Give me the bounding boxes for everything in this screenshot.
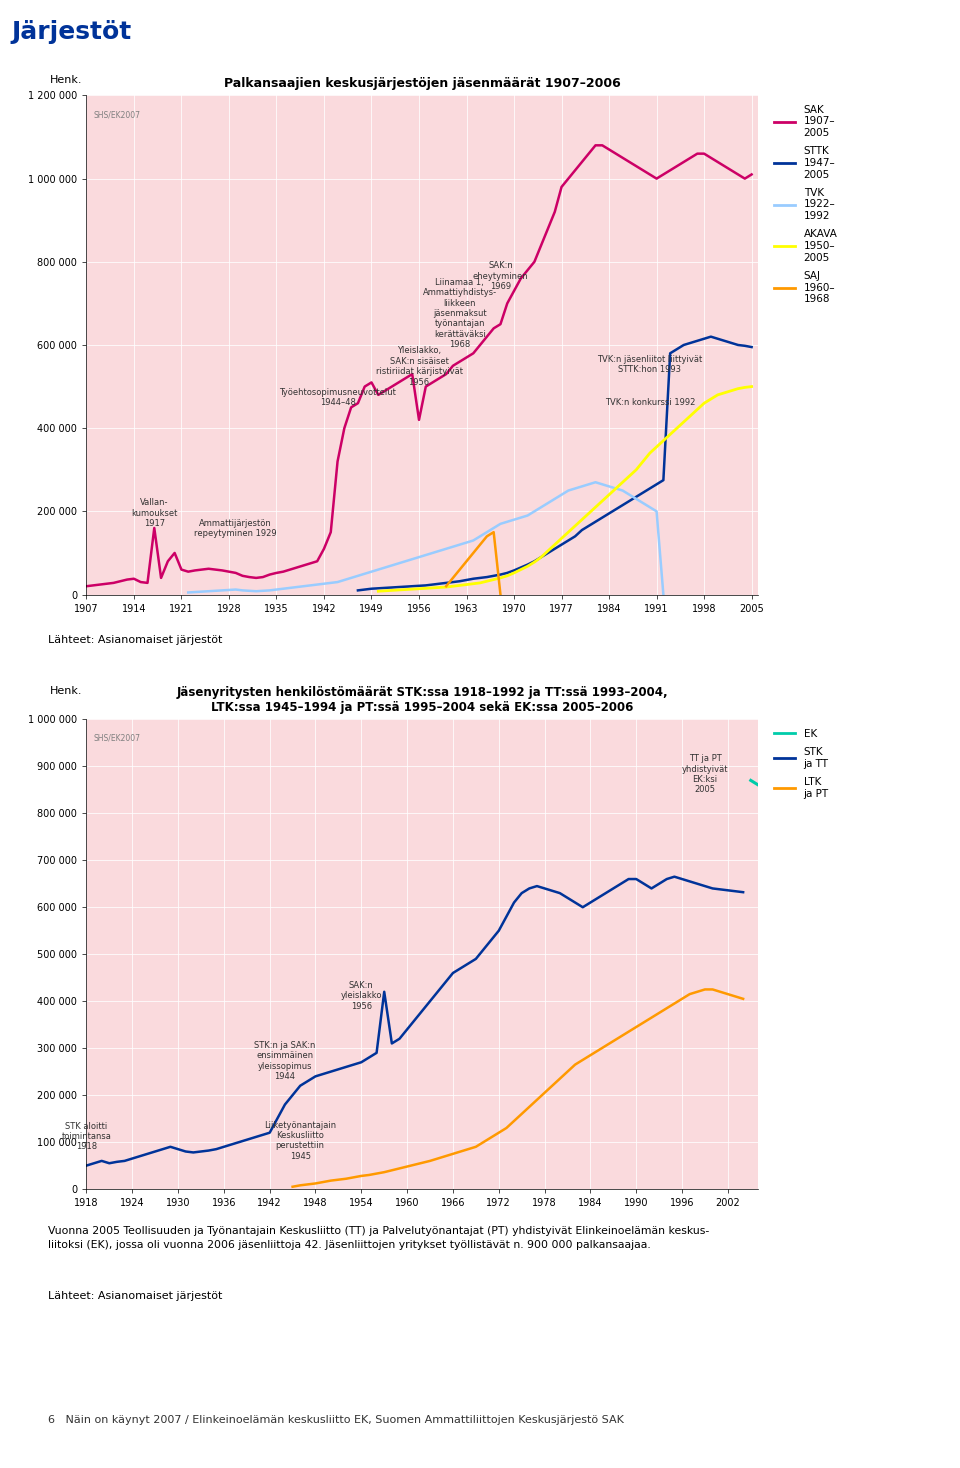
Text: Liiketyönantajain
Keskusliitto
perustettiin
1945: Liiketyönantajain Keskusliitto perustett… bbox=[264, 1120, 336, 1161]
Text: Lähteet: Asianomaiset järjestöt: Lähteet: Asianomaiset järjestöt bbox=[48, 1292, 223, 1301]
Text: Ammattijärjestön
repeytyminen 1929: Ammattijärjestön repeytyminen 1929 bbox=[195, 520, 277, 539]
Text: Työehtosopimusneuvottelut
1944–48: Työehtosopimusneuvottelut 1944–48 bbox=[279, 388, 396, 407]
Text: Henk.: Henk. bbox=[49, 686, 82, 696]
Text: Liinamaa 1,
Ammattiyhdistys-
liikkeen
jäsenmaksut
työnantajan
kerättäväksi
1968: Liinamaa 1, Ammattiyhdistys- liikkeen jä… bbox=[422, 277, 496, 349]
Legend: EK, STK
ja TT, LTK
ja PT: EK, STK ja TT, LTK ja PT bbox=[770, 725, 833, 803]
Text: Yleislakko,
SAK:n sisäiset
ristiriidat kärjistyivät
1956: Yleislakko, SAK:n sisäiset ristiriidat k… bbox=[375, 346, 463, 386]
Title: Palkansaajien keskusjärjestöjen jäsenmäärät 1907–2006: Palkansaajien keskusjärjestöjen jäsenmää… bbox=[224, 78, 621, 90]
Text: Vuonna 2005 Teollisuuden ja Työnantajain Keskusliitto (TT) ja Palvelutyönantajat: Vuonna 2005 Teollisuuden ja Työnantajain… bbox=[48, 1226, 709, 1249]
Text: TT ja PT
yhdistyivät
EK:ksi
2005: TT ja PT yhdistyivät EK:ksi 2005 bbox=[682, 755, 729, 794]
Text: TVK:n jäsenliitot liittyivät
STTK:hon 1993: TVK:n jäsenliitot liittyivät STTK:hon 19… bbox=[597, 355, 703, 374]
Text: SAK:n
yleislakko
1956: SAK:n yleislakko 1956 bbox=[341, 981, 382, 1010]
Text: SHS/EK2007: SHS/EK2007 bbox=[93, 734, 140, 743]
Text: TVK:n konkurssi 1992: TVK:n konkurssi 1992 bbox=[605, 398, 695, 407]
Text: Järjestöt: Järjestöt bbox=[12, 19, 132, 44]
Text: STK aloitti
toimintansa
1918: STK aloitti toimintansa 1918 bbox=[61, 1122, 111, 1151]
Title: Jäsenyritysten henkilöstömäärät STK:ssa 1918–1992 ja TT:ssä 1993–2004,
LTK:ssa 1: Jäsenyritysten henkilöstömäärät STK:ssa … bbox=[177, 686, 668, 713]
Text: STK:n ja SAK:n
ensimmäinen
yleissopimus
1944: STK:n ja SAK:n ensimmäinen yleissopimus … bbox=[254, 1041, 316, 1080]
Text: SAK:n
eheytyminen
1969: SAK:n eheytyminen 1969 bbox=[472, 261, 528, 291]
Text: Vallan-
kumoukset
1917: Vallan- kumoukset 1917 bbox=[132, 498, 178, 528]
Text: Henk.: Henk. bbox=[49, 75, 82, 85]
Text: SHS/EK2007: SHS/EK2007 bbox=[93, 110, 140, 119]
Text: 6   Näin on käynyt 2007 / Elinkeinoelämän keskusliitto EK, Suomen Ammattiliittoj: 6 Näin on käynyt 2007 / Elinkeinoelämän … bbox=[48, 1415, 624, 1425]
Text: Lähteet: Asianomaiset järjestöt: Lähteet: Asianomaiset järjestöt bbox=[48, 636, 223, 644]
Legend: SAK
1907–
2005, STTK
1947–
2005, TVK
1922–
1992, AKAVA
1950–
2005, SAJ
1960–
196: SAK 1907– 2005, STTK 1947– 2005, TVK 192… bbox=[770, 101, 842, 308]
